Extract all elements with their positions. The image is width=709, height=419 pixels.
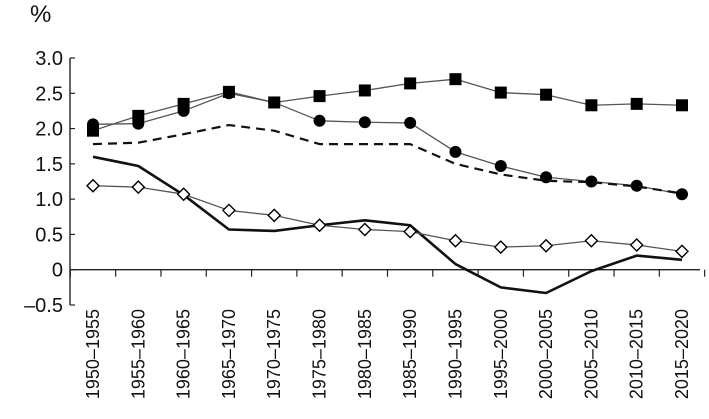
x-tick-label: 1955–1960 [128,309,148,399]
series-5-line [92,185,683,253]
y-tick-label: 3.0 [35,48,63,70]
x-tick-label: 1960–1965 [174,309,194,399]
data-point-square [313,90,326,103]
series-4 [92,155,683,295]
data-point-diamond [131,180,146,195]
data-point-diamond [584,233,599,248]
data-point-square [676,99,688,112]
x-tick-label: 2010–2015 [627,309,647,399]
data-point-square [630,97,643,110]
x-tick-label: 2015–2020 [672,309,692,399]
x-tick-label: 1980–1985 [355,309,375,399]
data-point-circle [358,116,371,129]
data-point-square [404,77,417,90]
data-point-diamond [403,224,418,239]
y-tick-label: 1.5 [35,154,63,176]
data-point-circle [494,159,507,172]
x-tick-label: 1970–1975 [264,309,284,399]
data-point-circle [87,118,99,131]
data-point-diamond [448,233,463,248]
series-3-line [92,123,683,195]
x-tick-label: 1975–1980 [310,309,330,399]
data-point-square [358,84,371,97]
x-tick-label: 2000–2005 [536,309,556,399]
data-point-diamond [539,238,554,253]
series-2-line [92,92,683,195]
data-point-circle [676,188,688,201]
x-tick-label: 2005–2010 [581,309,601,399]
series-1 [87,73,688,137]
data-point-diamond [221,203,236,218]
y-tick-label: –0.5 [24,295,63,317]
axes [69,57,706,306]
data-point-diamond [267,208,282,223]
y-tick-labels: 3.0 2.5 2.0 1.5 1.0 0.5 0 –0.5 [24,48,63,317]
data-point-diamond [86,178,100,193]
data-point-diamond [176,187,191,202]
series-group [86,73,689,295]
y-tick-label: 0 [52,260,63,282]
data-point-circle [177,104,190,117]
series-2 [87,87,688,201]
data-point-diamond [629,238,644,253]
series-4-line [92,155,683,295]
series-5 [86,178,689,259]
data-point-circle [404,116,417,129]
data-point-circle [449,145,462,158]
x-tick-label: 1965–1970 [219,309,239,399]
data-point-circle [585,175,598,188]
series-3 [92,123,683,195]
y-tick-label: 2.0 [35,119,63,141]
x-tick-label: 1950–1955 [83,309,103,399]
data-point-square [449,73,462,86]
data-point-diamond [493,240,508,255]
data-point-square [540,88,553,101]
data-point-diamond [312,218,327,233]
data-point-diamond [675,244,689,259]
data-point-square [494,86,507,99]
y-unit-label: % [30,1,51,28]
data-point-circle [222,87,235,100]
data-point-circle [630,179,643,192]
y-tick-label: 0.5 [35,224,63,246]
x-tick-label: 1985–1990 [400,309,420,399]
data-point-circle [132,117,145,130]
data-point-diamond [357,222,372,237]
x-tick-label: 1995–2000 [491,309,511,399]
data-point-square [585,99,598,112]
data-point-circle [268,96,281,109]
x-tick-labels: 1950–1955 1955–1960 1960–1965 1965–1970 1970… [83,309,692,399]
data-point-circle [313,114,326,127]
series-1-line [92,78,683,132]
y-tick-label: 1.0 [35,189,63,211]
y-tick-label: 2.5 [35,83,63,105]
x-tick-label: 1990–1995 [445,309,465,399]
